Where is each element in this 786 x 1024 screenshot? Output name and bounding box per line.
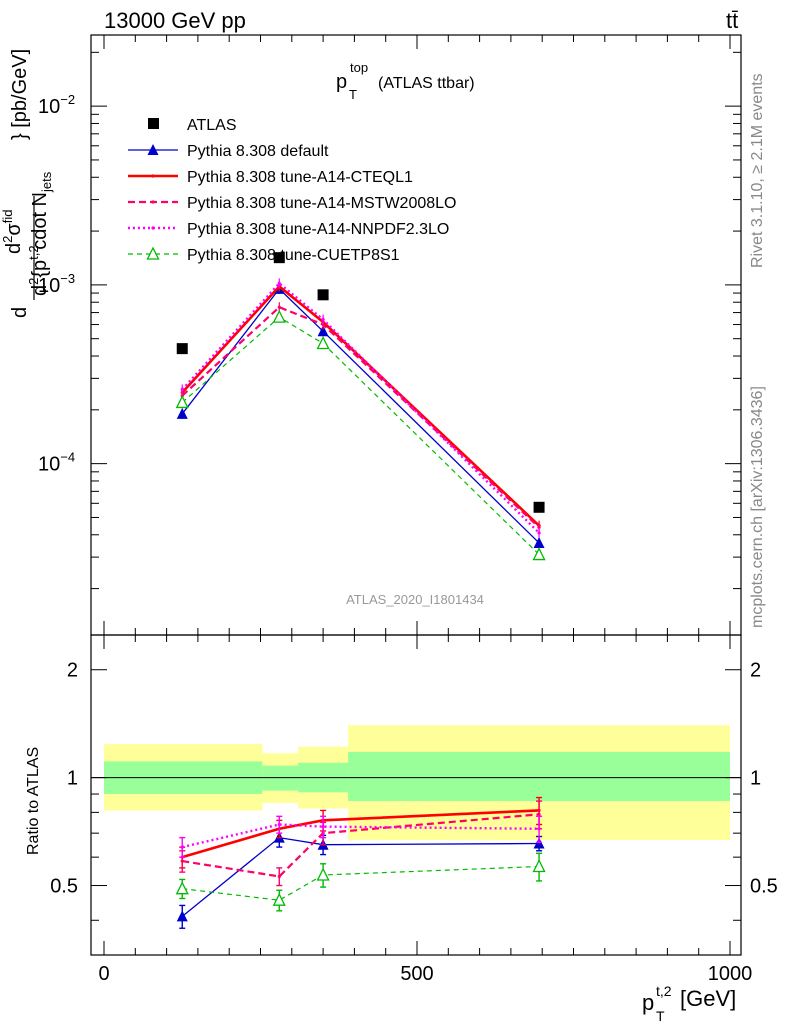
svg-text:[GeV]: [GeV] [680, 986, 736, 1011]
y-axis-label-bottom: Ratio to ATLAS [25, 747, 42, 855]
y-axis-label-top: d d2{pt,2 cdot Njets d2σfid } [pb/GeV] [0, 49, 54, 318]
y-tick-label-right: 0.5 [750, 876, 778, 898]
marker-dot [180, 387, 184, 392]
marker-open-triangle [532, 547, 546, 561]
legend-marker-atlas [148, 118, 159, 129]
y-tick-label: 10−3 [38, 271, 75, 297]
ratio-line [181, 836, 540, 917]
marker-dot [180, 845, 184, 849]
ratio-line [181, 823, 540, 849]
y-tick-label: 1 [67, 768, 78, 790]
data-point-atlas [273, 252, 285, 264]
data-point-atlas [317, 289, 329, 301]
marker-dot [151, 174, 155, 178]
svg-text:t,2: t,2 [656, 983, 672, 999]
svg-text:(ATLAS ttbar): (ATLAS ttbar) [378, 75, 475, 92]
data-point-atlas [533, 501, 545, 513]
legend-label: Pythia 8.308 tune-CUETP8S1 [187, 247, 400, 264]
series-line [181, 287, 540, 544]
legend-label: Pythia 8.308 default [187, 143, 329, 160]
svg-text:T: T [349, 87, 357, 102]
legend: ATLAS Pythia 8.308 default Pythia 8.308 tu… [128, 117, 456, 264]
marker-open-triangle [316, 867, 330, 881]
marker-dot [151, 200, 155, 204]
ratio-panel: 0 500 1000 0.5 0.5 1 1 2 2 [50, 35, 778, 985]
x-tick-label: 1000 [708, 963, 753, 985]
ratio-line [182, 813, 540, 878]
main-panel: 10−2 10−3 10−4 [38, 34, 742, 636]
marker-dot [537, 812, 541, 816]
y-tick-label: 2 [67, 660, 78, 682]
legend-label: ATLAS [187, 117, 237, 134]
marker-dot [277, 305, 281, 309]
marker-dot [321, 825, 325, 829]
marker-dot [537, 531, 541, 535]
rivet-label: Rivet 3.1.10, ≥ 2.1M events [749, 73, 766, 268]
svg-text:p: p [336, 71, 347, 93]
ratio-band-inner [348, 751, 730, 802]
y-tick-label-right: 2 [750, 660, 761, 682]
marker-dot [537, 525, 541, 529]
energy-label: 13000 GeV pp [104, 8, 246, 33]
marker-open-triangle [532, 859, 546, 873]
svg-text:} [pb/GeV]: } [pb/GeV] [9, 49, 31, 140]
marker-dot [321, 317, 325, 322]
marker-open-triangle [146, 246, 160, 260]
svg-text:d2σfid: d2σfid [0, 210, 25, 254]
legend-label: Pythia 8.308 tune-A14-NNPDF2.3LO [187, 221, 449, 238]
marker-dot [321, 322, 325, 327]
svg-text:T: T [656, 1008, 665, 1024]
series-line [181, 281, 540, 534]
marker-filled-triangle [317, 325, 329, 337]
analysis-id: ATLAS_2020_I1801434 [346, 592, 484, 607]
marker-filled-triangle [533, 536, 545, 548]
y-tick-label: 0.5 [50, 876, 78, 898]
ratio-line [182, 865, 540, 901]
marker-open-triangle [175, 881, 189, 895]
legend-label: Pythia 8.308 tune-A14-MSTW2008LO [187, 195, 456, 212]
svg-text:p: p [642, 990, 654, 1015]
marker-dot [180, 859, 184, 863]
series-line [181, 316, 540, 555]
y-tick-label: 10−2 [38, 92, 75, 118]
marker-open-triangle [175, 394, 189, 409]
marker-filled-triangle [147, 144, 159, 155]
series-line [181, 284, 540, 527]
marker-dot [151, 226, 155, 230]
marker-filled-triangle [176, 910, 188, 922]
marker-open-triangle [272, 892, 286, 906]
legend-label: Pythia 8.308 tune-A14-CTEQL1 [187, 169, 413, 186]
marker-open-triangle [272, 309, 286, 323]
y-tick-label-right: 1 [750, 768, 761, 790]
marker-dot [537, 827, 541, 831]
process-label: tt̄ [726, 8, 738, 33]
x-tick-label: 500 [400, 963, 433, 985]
marker-filled-triangle [176, 407, 188, 419]
ratio-panel-frame [90, 634, 742, 956]
svg-text:d: d [9, 307, 31, 318]
y-tick-label: 10−4 [38, 450, 75, 476]
series-line [181, 305, 540, 529]
marker-dot [277, 822, 281, 827]
mcplots-label: mcplots.cern.ch [arXiv:1306.3436] [749, 386, 766, 628]
plot-title: p top T (ATLAS ttbar) [336, 60, 475, 102]
svg-text:top: top [350, 60, 368, 75]
marker-open-triangle [316, 336, 330, 350]
data-point-atlas [176, 343, 188, 355]
x-tick-label: 0 [98, 963, 109, 985]
marker-dot [277, 874, 281, 879]
marker-dot [277, 281, 281, 285]
x-axis-label: p t,2 T [GeV] [642, 983, 736, 1024]
